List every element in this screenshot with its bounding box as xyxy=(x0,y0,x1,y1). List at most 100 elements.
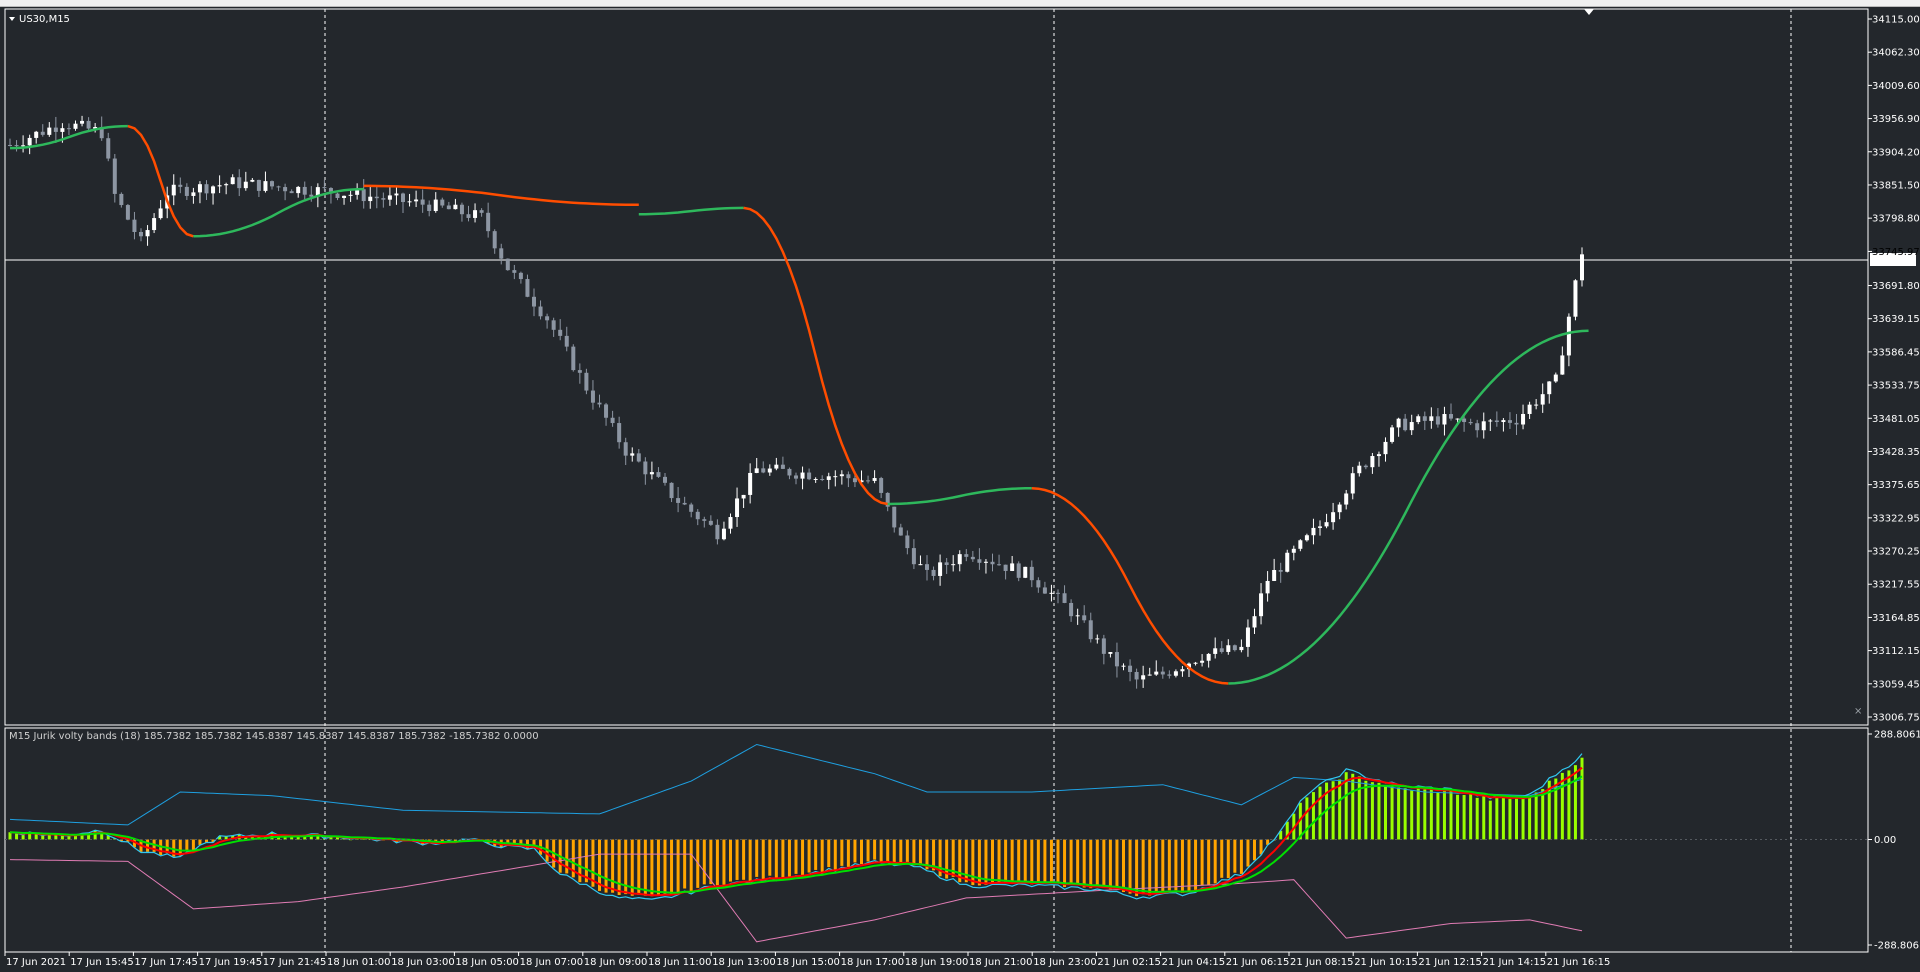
price-tick-label: 33322.95 xyxy=(1872,513,1920,524)
histogram-bar xyxy=(1318,786,1322,840)
histogram-bar xyxy=(1226,839,1230,879)
histogram-bar xyxy=(676,839,680,893)
chart-canvas[interactable]: US30,M15 M15 Jurik volty bands (18) 185.… xyxy=(0,7,1920,972)
price-tick-label: 33375.65 xyxy=(1872,480,1920,491)
candle-body xyxy=(355,189,360,195)
candle-body xyxy=(532,296,536,307)
histogram-bar xyxy=(100,831,104,840)
histogram-bar xyxy=(886,839,890,862)
indicator-label: M15 Jurik volty bands (18) 185.7382 185.… xyxy=(9,731,539,742)
histogram-bar xyxy=(1253,839,1256,861)
candle-body xyxy=(663,476,667,483)
histogram-bar xyxy=(296,835,300,840)
candle-body xyxy=(512,270,517,273)
time-tick-label: 18 Jun 15:00 xyxy=(776,957,840,968)
candle-body xyxy=(1396,418,1401,428)
histogram-bar xyxy=(977,839,981,886)
indicator-tick-label: -288.8061 xyxy=(1874,941,1920,952)
histogram-bar xyxy=(787,839,791,877)
candle-body xyxy=(256,179,261,191)
price-tick-label: 33956.90 xyxy=(1872,114,1920,125)
candle-body xyxy=(1042,587,1047,594)
histogram-bar xyxy=(617,839,621,896)
candle-body xyxy=(1088,620,1093,640)
histogram-bar xyxy=(1364,780,1368,840)
candle-body xyxy=(1449,414,1453,419)
histogram-bar xyxy=(8,832,12,840)
shift-marker-icon[interactable] xyxy=(1584,9,1594,15)
time-tick-label: 17 Jun 2021 xyxy=(6,957,66,968)
collapse-triangle-icon[interactable] xyxy=(9,17,15,21)
pane-close-icon[interactable]: ⨯ xyxy=(1854,706,1862,717)
candle-body xyxy=(1049,592,1054,594)
histogram-bar xyxy=(1279,830,1283,840)
candle-body xyxy=(8,144,12,146)
histogram-bar xyxy=(1010,839,1014,884)
histogram-bar xyxy=(794,839,798,874)
candle-body xyxy=(1370,456,1375,468)
candle-body xyxy=(852,478,857,483)
histogram-bar xyxy=(853,839,857,863)
histogram-bar xyxy=(702,839,706,885)
candle-body xyxy=(204,184,209,194)
candle-body xyxy=(1344,493,1349,505)
price-tick-label: 33691.80 xyxy=(1872,281,1920,292)
price-tick-label: 33112.15 xyxy=(1872,646,1920,657)
candle-body xyxy=(276,186,281,188)
histogram-bar xyxy=(1554,778,1558,840)
histogram-bar xyxy=(34,834,38,840)
price-tick-label: 33481.05 xyxy=(1872,414,1920,425)
histogram-bar xyxy=(1292,813,1296,840)
time-tick-label: 21 Jun 10:15 xyxy=(1354,957,1418,968)
histogram-bar xyxy=(879,839,883,862)
candle-body xyxy=(983,561,988,563)
candle-body xyxy=(1180,669,1185,672)
histogram-bar xyxy=(892,839,896,865)
histogram-bar xyxy=(637,839,641,895)
candle-body xyxy=(951,564,956,566)
candle-body xyxy=(997,564,1002,566)
trailing-stop-up xyxy=(1228,329,1589,685)
price-tick-label: 34115.00 xyxy=(1872,15,1920,26)
time-tick-label: 18 Jun 11:00 xyxy=(648,957,712,968)
price-pane-frame xyxy=(4,8,1869,726)
price-tick-label: 33270.25 xyxy=(1872,547,1920,558)
time-tick-label: 18 Jun 07:00 xyxy=(520,957,584,968)
candle-body xyxy=(767,468,772,473)
candle-body xyxy=(1141,675,1146,680)
candle-body xyxy=(1442,414,1447,425)
histogram-bar xyxy=(997,839,1001,883)
histogram-bar xyxy=(1004,839,1008,883)
candle-body xyxy=(807,472,812,480)
candle-body xyxy=(925,564,929,570)
candle-body xyxy=(1304,535,1309,541)
histogram-bar xyxy=(1207,839,1211,886)
trailing-stop-down xyxy=(743,206,888,506)
candle-body xyxy=(525,279,530,297)
chart-area[interactable]: US30,M15 M15 Jurik volty bands (18) 185.… xyxy=(0,7,1920,972)
price-tick-label: 33639.15 xyxy=(1872,314,1920,325)
candle-body xyxy=(60,128,65,132)
price-tick-label: 33745.97 xyxy=(1872,247,1920,258)
time-tick-label: 18 Jun 19:00 xyxy=(905,957,969,968)
histogram-bar xyxy=(15,833,19,840)
histogram-bar xyxy=(722,839,726,885)
candle-body xyxy=(1147,674,1152,676)
candle-body xyxy=(800,472,805,479)
candle-body xyxy=(689,504,694,512)
candle-body xyxy=(342,195,347,198)
histogram-bar xyxy=(611,839,615,893)
candle-body xyxy=(1259,593,1264,617)
candle-body xyxy=(820,478,825,480)
candle-body xyxy=(518,272,523,280)
candle-body xyxy=(1527,404,1532,414)
histogram-bar xyxy=(624,839,628,895)
candle-body xyxy=(250,179,255,182)
histogram-bar xyxy=(1259,839,1263,855)
histogram-bar xyxy=(689,839,693,892)
histogram-bar xyxy=(918,839,922,866)
histogram-bar xyxy=(899,839,903,864)
candle-body xyxy=(486,212,491,232)
fast-signal-line xyxy=(9,766,1583,897)
histogram-bar xyxy=(205,839,208,843)
